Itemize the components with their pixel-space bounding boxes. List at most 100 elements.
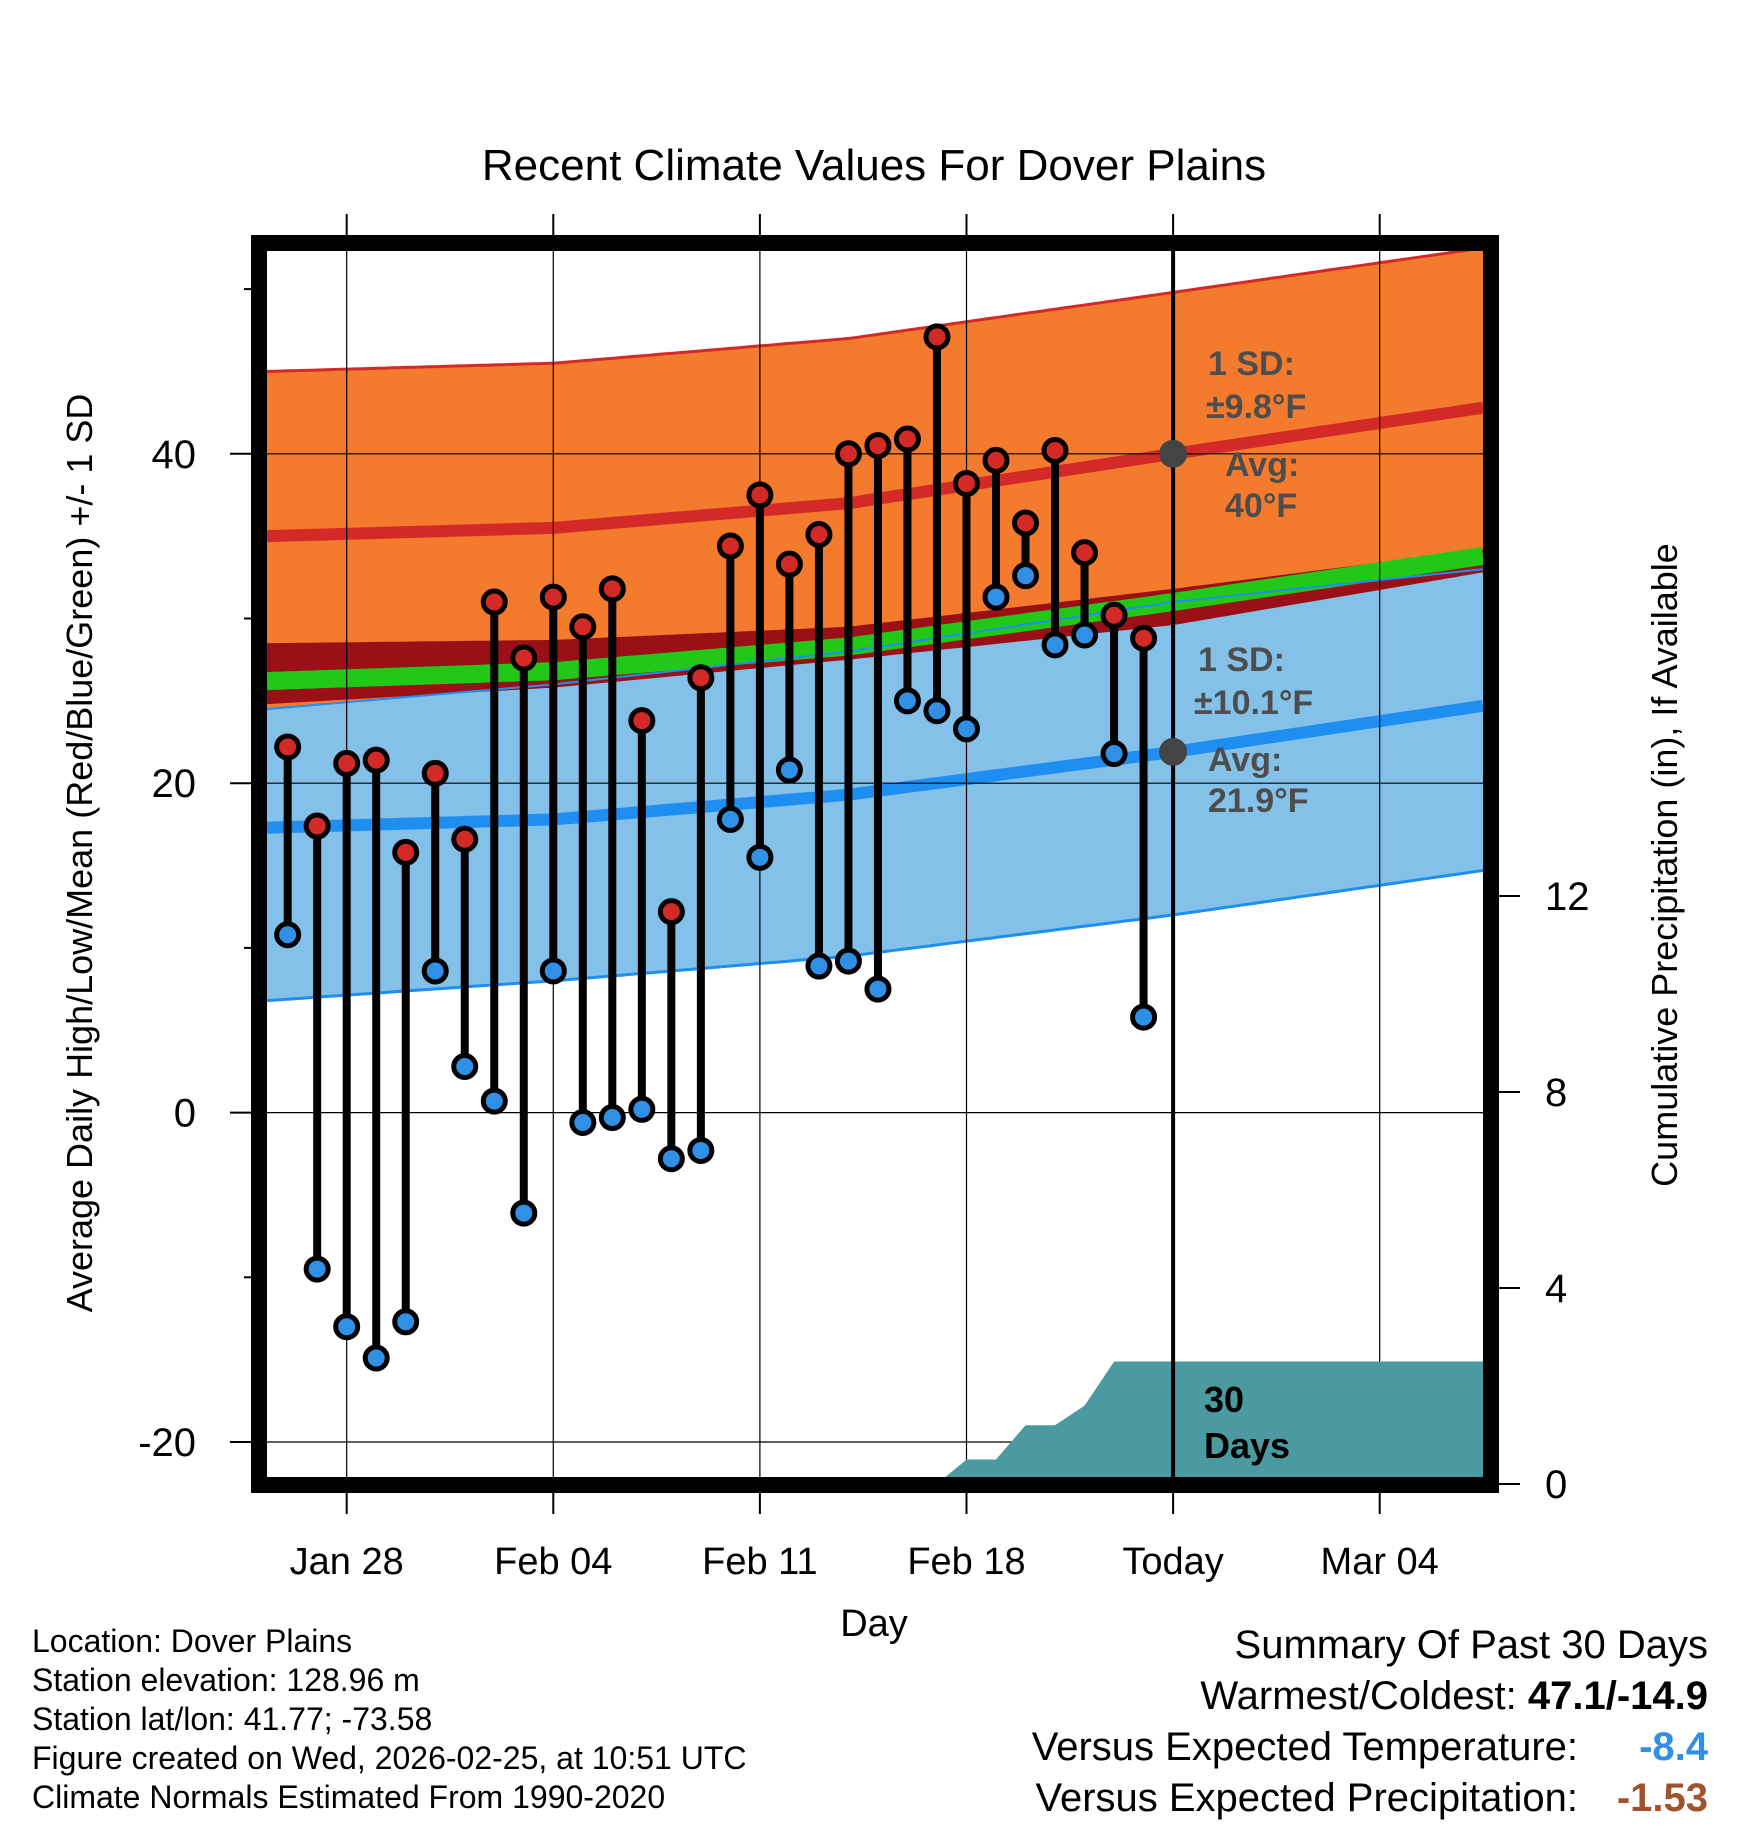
daily-high-point: [834, 440, 862, 468]
daily-low-point: [1071, 621, 1099, 649]
x-tick-label: Feb 11: [702, 1541, 817, 1583]
daily-high-point: [687, 664, 715, 692]
daily-low-point: [1100, 740, 1128, 768]
warmest-coldest-value: 47.1/-14.9: [1527, 1674, 1708, 1718]
warmest-coldest-label: Warmest/Coldest:: [1200, 1674, 1528, 1718]
summary-title: Summary Of Past 30 Days: [1234, 1623, 1708, 1667]
y-left-tick-label: 0: [174, 1092, 196, 1136]
daily-high-point: [864, 432, 892, 460]
daily-low-point: [569, 1108, 597, 1136]
low-sd-value: ±10.1°F: [1194, 684, 1313, 722]
plot-frame: [251, 235, 1499, 1493]
y-right-tick-label: 0: [1545, 1463, 1567, 1507]
precip-days-number: 30: [1204, 1379, 1244, 1420]
daily-low-point: [1130, 1003, 1158, 1031]
daily-low-point: [539, 957, 567, 985]
daily-high-point: [952, 469, 980, 497]
daily-high-point: [421, 759, 449, 787]
y-axis-label-left: Average Daily High/Low/Mean (Red/Blue/Gr…: [59, 394, 100, 1313]
daily-low-point: [746, 843, 774, 871]
x-axis-label: Day: [840, 1603, 908, 1645]
y-left-tick-label: 40: [152, 433, 197, 477]
daily-low-point: [392, 1308, 420, 1336]
daily-high-point: [1012, 509, 1040, 537]
x-tick-label: Jan 28: [290, 1541, 404, 1583]
temp-departure-value: -8.4: [1639, 1725, 1708, 1769]
daily-low-point: [657, 1145, 685, 1173]
info-location: Location: Dover Plains: [32, 1623, 353, 1659]
summary-warmest-coldest: Warmest/Coldest: 47.1/-14.9: [1032, 1671, 1708, 1722]
info-elevation: Station elevation: 128.96 m: [32, 1662, 420, 1698]
daily-low-point: [982, 583, 1010, 611]
summary-panel: Summary Of Past 30 Days Warmest/Coldest:…: [1032, 1620, 1708, 1824]
daily-low-point: [598, 1104, 626, 1132]
daily-low-point: [775, 756, 803, 784]
y-right-tick-label: 12: [1545, 875, 1590, 919]
y-right-tick-label: 4: [1545, 1267, 1567, 1311]
daily-low-point: [362, 1344, 390, 1372]
daily-high-point: [362, 746, 390, 774]
daily-low-point: [834, 947, 862, 975]
daily-high-point: [775, 550, 803, 578]
temp-departure-label: Versus Expected Temperature:: [1031, 1725, 1578, 1769]
x-tick-label: Mar 04: [1321, 1541, 1439, 1583]
daily-high-point: [746, 481, 774, 509]
x-tick-label: Feb 18: [907, 1541, 1025, 1583]
daily-high-point: [392, 838, 420, 866]
summary-precipitation: Versus Expected Precipitation: -1.53: [1032, 1773, 1708, 1824]
daily-high-point: [1100, 601, 1128, 629]
low-avg-value: 21.9°F: [1208, 782, 1309, 820]
daily-low-point: [510, 1199, 538, 1227]
precip-departure-value: -1.53: [1616, 1776, 1708, 1820]
daily-low-point: [687, 1136, 715, 1164]
high-sd-value: ±9.8°F: [1206, 388, 1306, 426]
daily-high-point: [303, 812, 331, 840]
x-tick-label: Today: [1122, 1541, 1223, 1583]
summary-temperature: Versus Expected Temperature: -8.4: [1032, 1722, 1708, 1773]
daily-high-point: [1130, 624, 1158, 652]
station-info: Location: Dover Plains Station elevation…: [32, 1622, 746, 1817]
precip-days-label: Days: [1204, 1425, 1290, 1466]
daily-low-point: [805, 952, 833, 980]
daily-high-point: [598, 575, 626, 603]
daily-high-point: [923, 323, 951, 351]
daily-low-point: [1041, 631, 1069, 659]
daily-low-point: [923, 697, 951, 725]
high-sd-label: 1 SD:: [1208, 345, 1295, 383]
daily-high-point: [539, 583, 567, 611]
daily-low-point: [480, 1087, 508, 1115]
high-upper-edge: [267, 251, 1473, 373]
daily-high-point: [716, 532, 744, 560]
y-right-tick-label: 8: [1545, 1071, 1567, 1115]
info-normals: Climate Normals Estimated From 1990-2020: [32, 1779, 666, 1815]
daily-low-point: [716, 805, 744, 833]
daily-high-point: [569, 613, 597, 641]
today-low-avg-marker: [1159, 737, 1188, 766]
daily-low-point: [952, 715, 980, 743]
daily-high-point: [510, 644, 538, 672]
daily-low-point: [864, 975, 892, 1003]
y-axis-label-right: Cumulative Precipitation (in), If Availa…: [1644, 543, 1685, 1187]
daily-high-point: [451, 825, 479, 853]
daily-low-point: [274, 921, 302, 949]
daily-high-point: [1071, 539, 1099, 567]
daily-low-point: [303, 1255, 331, 1283]
daily-low-point: [333, 1313, 361, 1341]
daily-high-point: [657, 898, 685, 926]
low-sd-label: 1 SD:: [1198, 641, 1285, 679]
precip-area: [945, 1361, 1483, 1477]
daily-high-point: [893, 425, 921, 453]
daily-high-point: [805, 521, 833, 549]
daily-low-point: [421, 957, 449, 985]
today-high-avg-marker: [1159, 439, 1188, 468]
info-latlon: Station lat/lon: 41.77; -73.58: [32, 1701, 433, 1737]
daily-high-point: [333, 749, 361, 777]
high-avg-label: Avg:: [1225, 446, 1299, 484]
daily-low-point: [451, 1052, 479, 1080]
chart-title: Recent Climate Values For Dover Plains: [482, 141, 1266, 190]
precip-departure-label: Versus Expected Precipitation:: [1035, 1776, 1578, 1820]
daily-high-point: [1041, 437, 1069, 465]
daily-low-point: [1012, 562, 1040, 590]
